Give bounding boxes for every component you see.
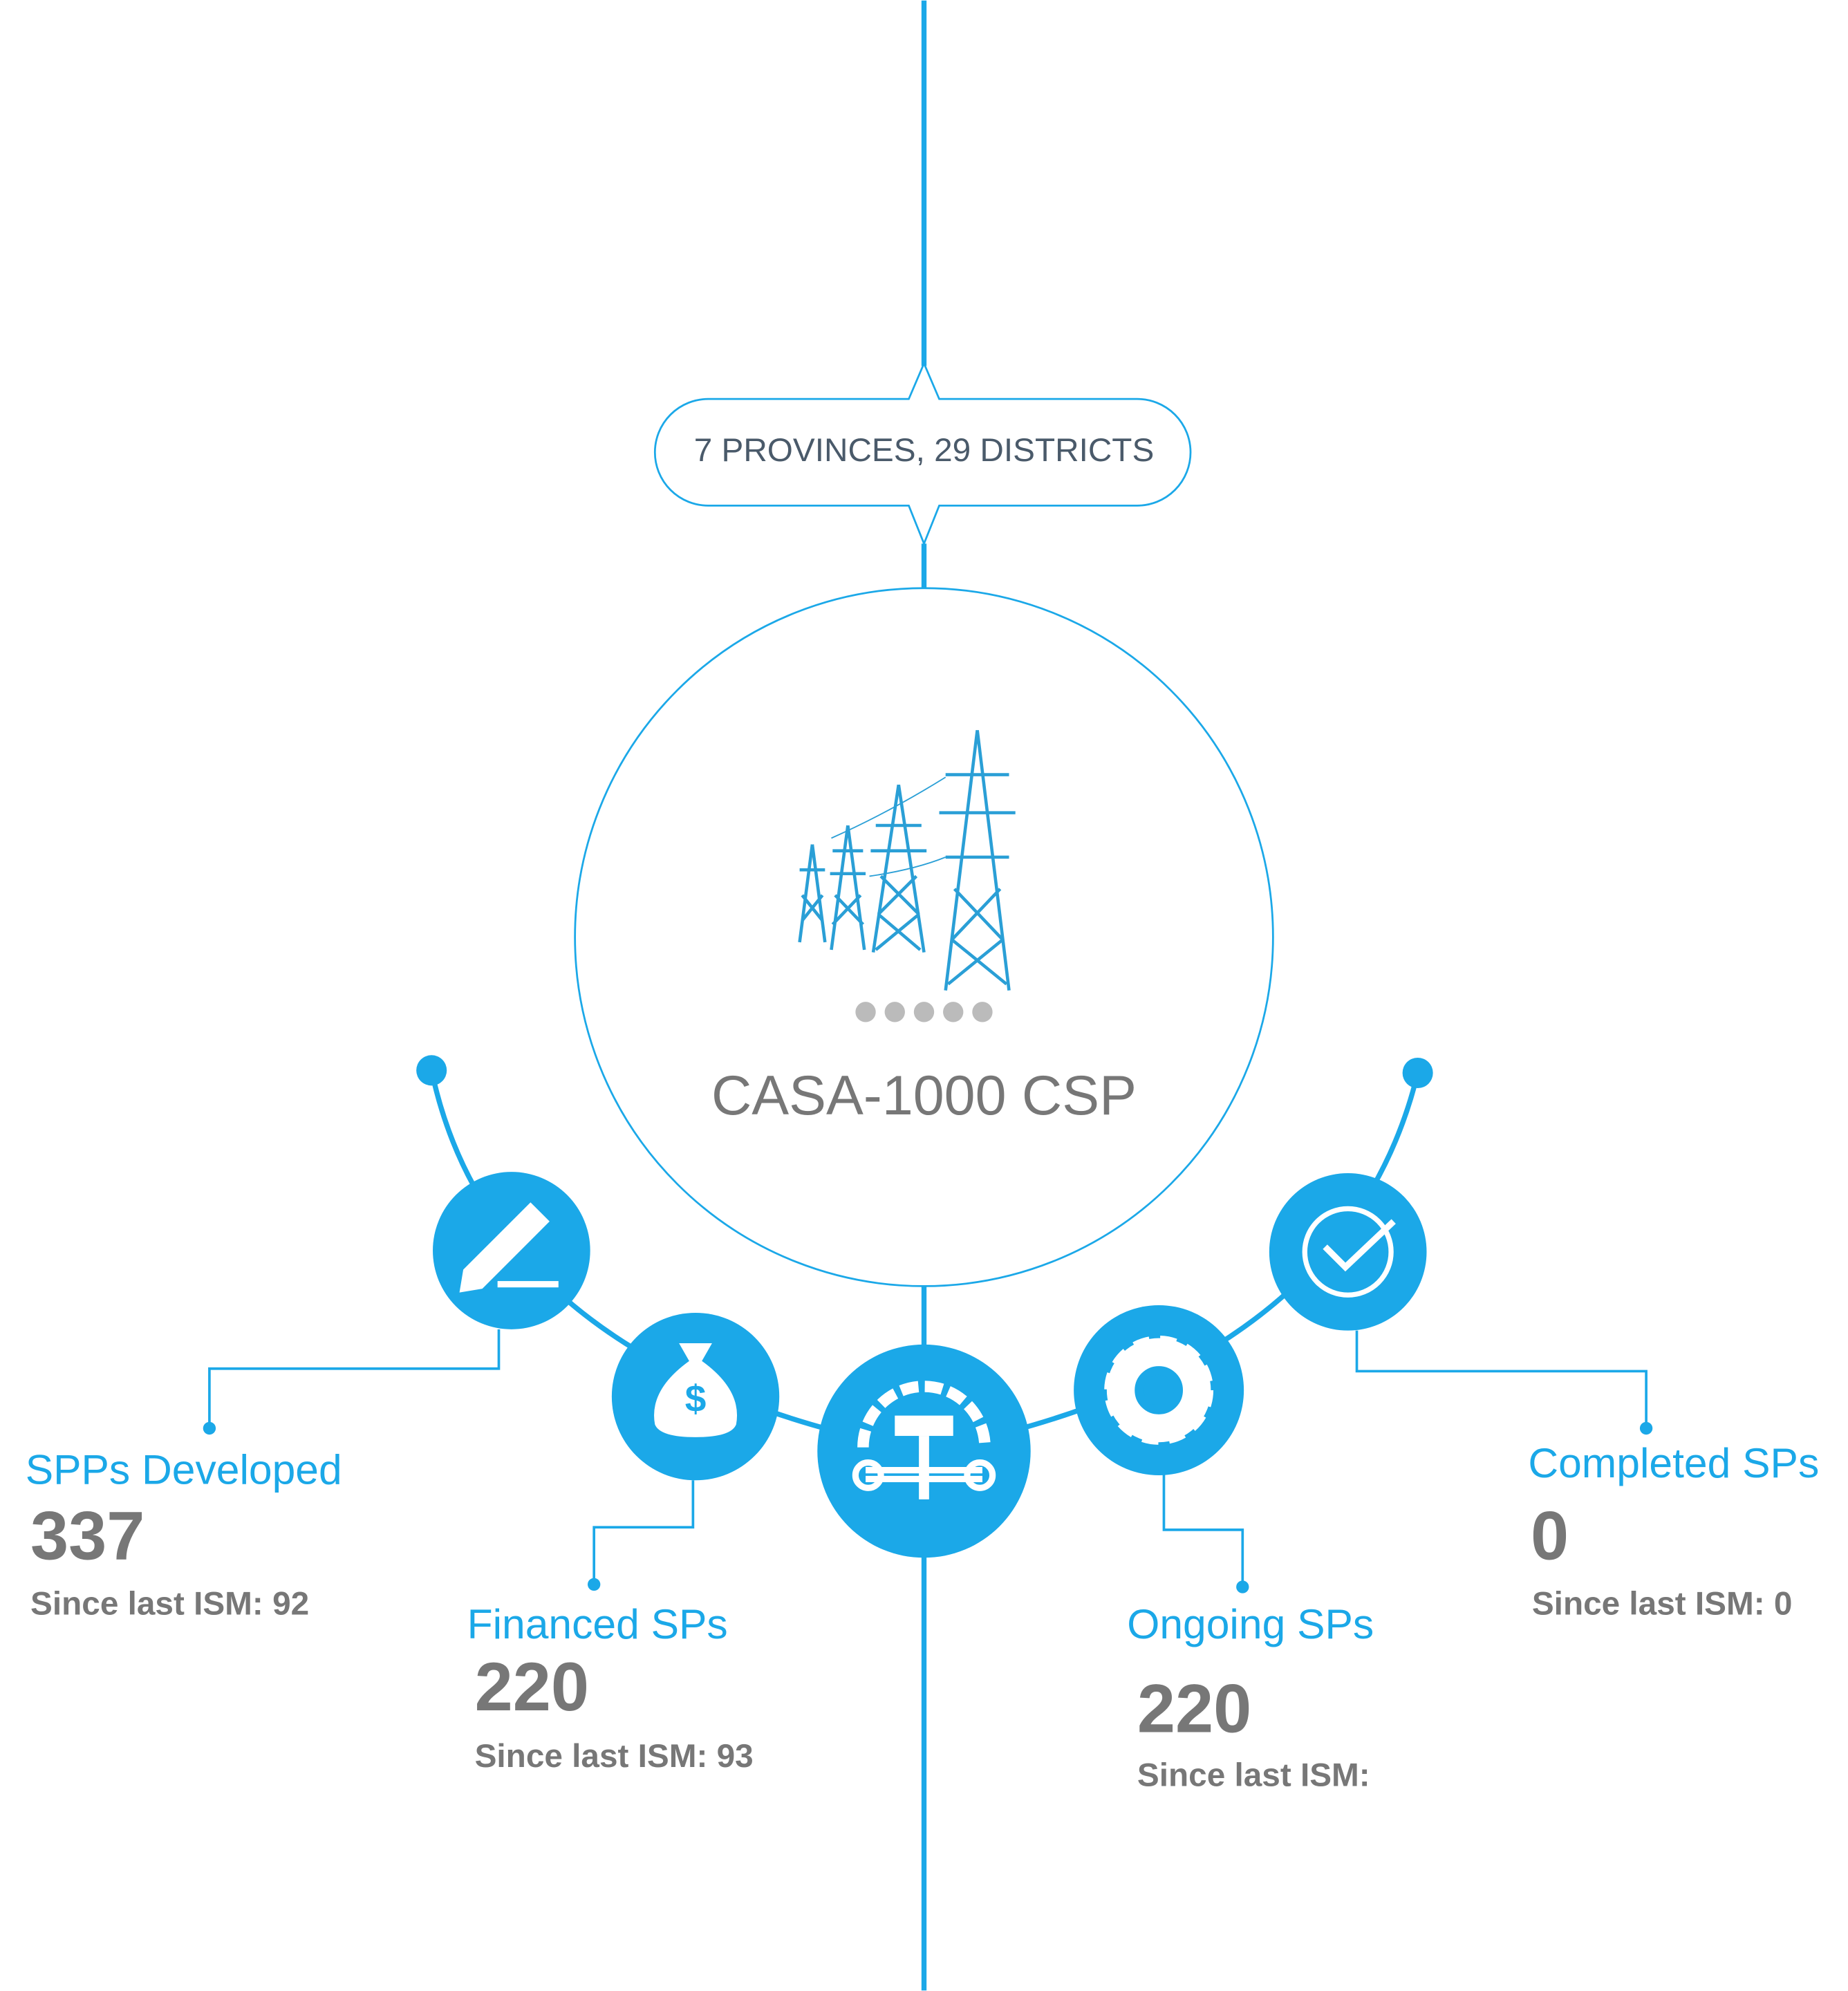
stat-label: Financed SPs bbox=[467, 1600, 728, 1647]
stat-label: Ongoing SPs bbox=[1127, 1600, 1374, 1647]
arc-end bbox=[416, 1055, 447, 1086]
check-icon bbox=[1269, 1173, 1427, 1331]
construction-icon bbox=[817, 1344, 1031, 1558]
stat-since: Since last ISM: 93 bbox=[475, 1738, 754, 1775]
pager-dots bbox=[855, 1002, 993, 1022]
arc-end bbox=[1402, 1057, 1433, 1089]
connectors bbox=[203, 1329, 1653, 1593]
pencil-icon bbox=[433, 1172, 590, 1329]
stat: SPPs Developed 337 Since last ISM: 92 bbox=[26, 1446, 342, 1622]
stat-value: 220 bbox=[1137, 1670, 1251, 1747]
center-title: CASA-1000 CSP bbox=[711, 1065, 1137, 1127]
stat-value: 0 bbox=[1531, 1498, 1569, 1575]
stat: Financed SPs 220 Since last ISM: 93 bbox=[467, 1600, 754, 1775]
callout bbox=[653, 361, 1192, 547]
stat-value: 220 bbox=[475, 1649, 589, 1726]
tower-icon bbox=[798, 730, 1016, 991]
money-bag-icon: $ bbox=[611, 1312, 780, 1481]
stat: Completed SPs 0 Since last ISM: 0 bbox=[1528, 1439, 1819, 1623]
svg-text:$: $ bbox=[685, 1377, 707, 1420]
center-circle bbox=[574, 587, 1274, 1287]
stat-label: Completed SPs bbox=[1528, 1439, 1819, 1486]
stat-since: Since last ISM: bbox=[1137, 1757, 1370, 1793]
badge: 7 PROVINCES, 29 DISTRICTS bbox=[694, 432, 1155, 469]
stat-since: Since last ISM: 0 bbox=[1532, 1586, 1793, 1623]
stat: Ongoing SPs 220 Since last ISM: bbox=[1127, 1600, 1374, 1793]
stat-value: 337 bbox=[30, 1498, 144, 1575]
stat-since: Since last ISM: 92 bbox=[30, 1586, 309, 1623]
stat-label: SPPs Developed bbox=[26, 1446, 342, 1493]
gear-icon bbox=[1074, 1305, 1244, 1475]
